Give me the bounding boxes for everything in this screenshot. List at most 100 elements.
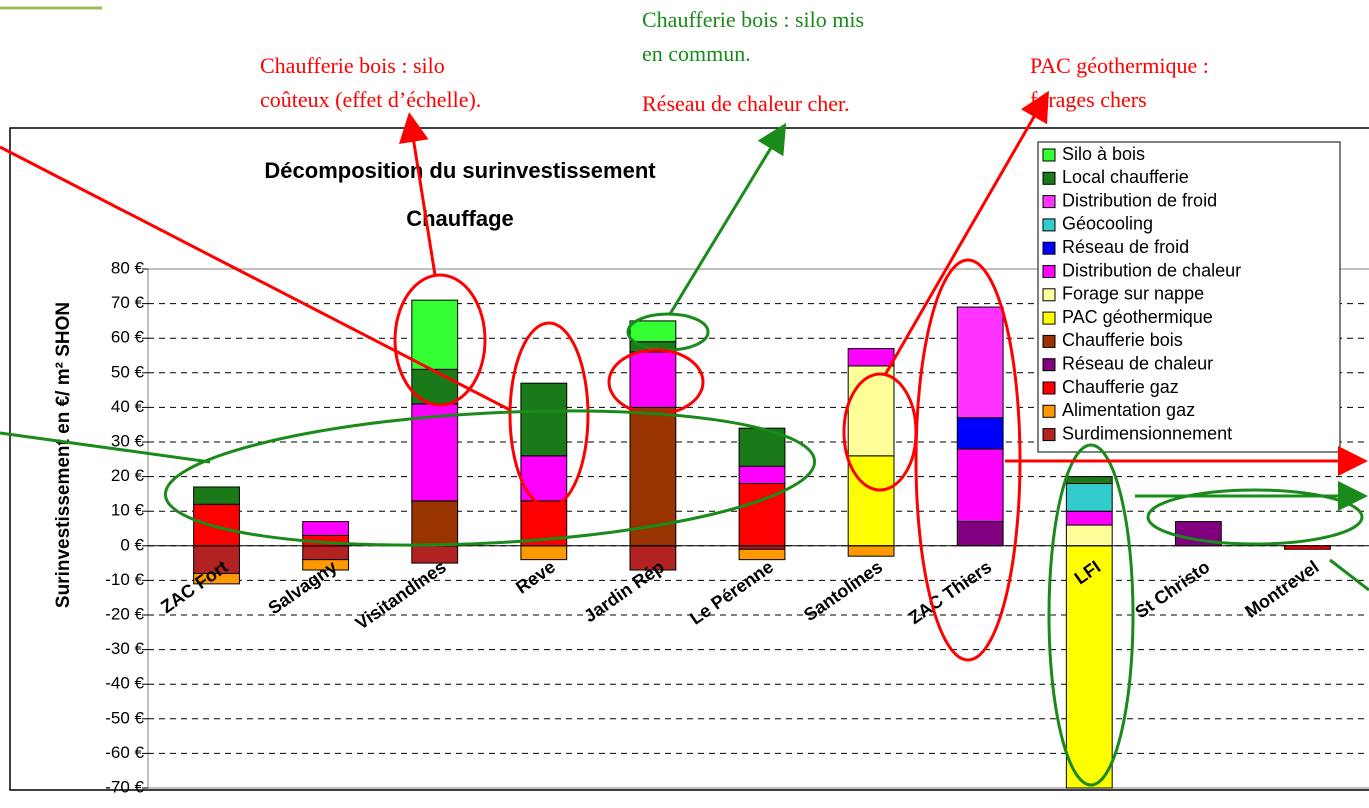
arrow bbox=[668, 122, 787, 315]
bar-segment bbox=[1065, 545, 1113, 789]
highlight-ellipse bbox=[1146, 488, 1364, 546]
bar-segment bbox=[738, 465, 786, 485]
y-tick-label: 30 € bbox=[111, 431, 145, 450]
legend-label: Réseau de chaleur bbox=[1062, 353, 1213, 373]
bar-segment bbox=[738, 545, 786, 550]
bar-segment bbox=[847, 365, 895, 457]
y-tick-label: -20 € bbox=[105, 604, 144, 623]
bar-segment bbox=[629, 351, 677, 408]
bar-segment bbox=[193, 572, 240, 585]
bar-segment bbox=[302, 545, 350, 561]
bar-segment bbox=[847, 455, 895, 547]
highlight-ellipse bbox=[163, 409, 817, 547]
bar-segment bbox=[411, 500, 459, 547]
legend-swatch bbox=[1042, 381, 1056, 395]
annotation: Chaufferie bois : silo bbox=[260, 53, 445, 78]
legend-swatch bbox=[1042, 241, 1056, 255]
legend-swatch bbox=[1042, 288, 1056, 302]
legend-swatch bbox=[1042, 358, 1056, 372]
bar-segment bbox=[193, 545, 240, 574]
y-tick-label: 70 € bbox=[111, 293, 145, 312]
bar-segment bbox=[193, 503, 240, 547]
annotation: PAC géothermique : bbox=[1030, 53, 1209, 78]
legend-swatch bbox=[1042, 171, 1056, 185]
legend-label: Réseau de froid bbox=[1062, 237, 1189, 257]
y-tick-label: 50 € bbox=[111, 362, 145, 381]
legend: Silo à bois Local chaufferie Distribution … bbox=[1037, 141, 1341, 453]
legend-label: Chaufferie bois bbox=[1062, 330, 1183, 350]
y-tick-label: 40 € bbox=[111, 397, 145, 416]
annotation: Chaufferie bois : silo mis bbox=[642, 7, 864, 32]
bar-segment bbox=[193, 486, 240, 505]
bar-segment bbox=[411, 299, 459, 370]
arrow bbox=[883, 90, 1049, 376]
legend-box bbox=[1037, 141, 1341, 453]
legend-swatch bbox=[1042, 195, 1056, 209]
y-tick-label: -40 € bbox=[105, 674, 144, 693]
y-tick-label: -60 € bbox=[105, 743, 144, 762]
highlights bbox=[0, 90, 1369, 787]
legend-swatch bbox=[1042, 334, 1056, 348]
legend-label: Géocooling bbox=[1062, 214, 1153, 234]
highlight-ellipse bbox=[1047, 443, 1135, 787]
legend-swatch bbox=[1042, 148, 1056, 162]
annotation: coûteux (effet d’échelle). bbox=[260, 87, 481, 112]
bar-segment bbox=[1284, 545, 1331, 550]
legend-label: Distribution de chaleur bbox=[1062, 260, 1241, 280]
y-tick-label: -70 € bbox=[105, 777, 144, 796]
annotation: en commun. bbox=[642, 41, 751, 66]
y-tick-label: 10 € bbox=[111, 501, 145, 520]
bar-segment bbox=[520, 382, 568, 457]
y-tick-label: 0 € bbox=[120, 535, 144, 554]
legend-label: Chaufferie gaz bbox=[1062, 377, 1179, 397]
bar-segment bbox=[520, 545, 568, 561]
bar-segment bbox=[956, 448, 1004, 523]
plot-frame bbox=[147, 268, 1369, 789]
highlight-ellipse bbox=[508, 321, 590, 509]
legend-label: Surdimensionnement bbox=[1062, 423, 1232, 443]
legend-label: Silo à bois bbox=[1062, 144, 1145, 164]
highlight-ellipse bbox=[393, 273, 487, 407]
legend-swatch bbox=[1042, 265, 1056, 278]
bar-segment bbox=[302, 521, 350, 536]
legend-label: Distribution de froid bbox=[1062, 190, 1217, 210]
y-tick-label: 80 € bbox=[111, 258, 145, 277]
bar-segment bbox=[956, 521, 1004, 547]
y-tick-label: 60 € bbox=[111, 328, 145, 347]
chart-title: Chauffage bbox=[406, 206, 514, 231]
legend-label: Forage sur nappe bbox=[1062, 284, 1204, 304]
arrow bbox=[398, 112, 437, 276]
y-tick-label: -50 € bbox=[105, 708, 144, 727]
bar-segment bbox=[302, 559, 350, 571]
bar-segment bbox=[956, 417, 1004, 450]
y-tick-label: -10 € bbox=[105, 570, 144, 589]
y-tick-label: -30 € bbox=[105, 639, 144, 658]
bar-segment bbox=[411, 403, 459, 502]
bar-segment bbox=[1065, 524, 1113, 547]
arrow bbox=[0, 431, 211, 464]
annotation: forages chers bbox=[1030, 87, 1147, 112]
legend-swatch bbox=[1042, 428, 1056, 442]
arrow bbox=[0, 145, 511, 412]
legend-swatch bbox=[1042, 311, 1056, 325]
bar-segment bbox=[1065, 483, 1113, 512]
legend-label: PAC géothermique bbox=[1062, 307, 1213, 327]
bar-segment bbox=[738, 548, 786, 561]
arrow bbox=[1329, 558, 1369, 592]
bar-segment bbox=[956, 306, 1004, 419]
annotation: Réseau de chaleur cher. bbox=[642, 91, 850, 116]
chart-title: Décomposition du surinvestissement bbox=[264, 158, 656, 183]
legend-label: Local chaufferie bbox=[1062, 167, 1189, 187]
legend-swatch bbox=[1042, 218, 1056, 232]
bar-segment bbox=[1065, 476, 1113, 485]
y-axis-label: Surinvestissement en €/ m² SHON bbox=[53, 302, 74, 608]
y-tick-label: 20 € bbox=[111, 466, 145, 485]
bar-segment bbox=[847, 348, 895, 367]
bar-segment bbox=[629, 320, 677, 343]
bar-segment bbox=[1065, 510, 1113, 526]
legend-swatch bbox=[1042, 404, 1056, 418]
bar-segment bbox=[847, 545, 895, 557]
legend-label: Alimentation gaz bbox=[1062, 400, 1195, 420]
